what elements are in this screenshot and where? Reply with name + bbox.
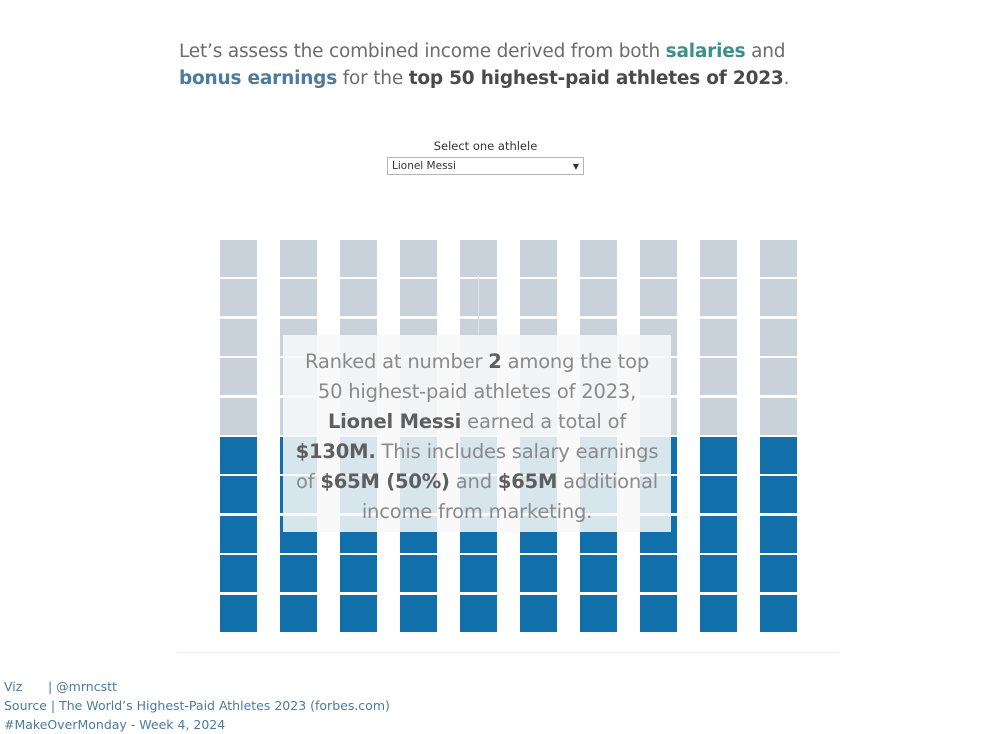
headline-intro: Let’s assess the combined income derived… xyxy=(179,41,666,62)
footer-handle[interactable]: | @mrncstt xyxy=(48,679,117,694)
summary-rank: 2 xyxy=(488,350,502,373)
waffle-cell-salary xyxy=(520,555,557,592)
waffle-cell-bonus xyxy=(520,279,557,316)
summary-salary: $65M (50%) xyxy=(320,470,450,493)
waffle-cell-salary xyxy=(340,555,377,592)
summary-total: $130M. xyxy=(295,440,376,463)
waffle-cell-salary xyxy=(460,555,497,592)
headline: Let’s assess the combined income derived… xyxy=(179,38,839,92)
waffle-cell-bonus xyxy=(580,279,617,316)
headline-bonus-earnings: bonus earnings xyxy=(179,68,338,89)
summary-text: among the top 50 highest-paid athletes o… xyxy=(317,350,650,403)
waffle-cell-salary xyxy=(280,595,317,632)
waffle-cell-salary xyxy=(700,595,737,632)
summary-text: earned a total of xyxy=(461,410,627,433)
footer-viz-label: Viz xyxy=(4,679,23,694)
waffle-cell-salary xyxy=(340,595,377,632)
athlete-selector: Select one athlele Lionel Messi ▼ xyxy=(387,139,584,175)
waffle-cell-bonus xyxy=(760,279,797,316)
waffle-cell-salary xyxy=(700,555,737,592)
footer-tag: #MakeOverMonday - Week 4, 2024 xyxy=(4,717,226,732)
waffle-cell-bonus xyxy=(460,240,497,277)
waffle-cell-bonus xyxy=(220,398,257,435)
summary-athlete: Lionel Messi xyxy=(327,410,462,433)
waffle-cell-salary xyxy=(760,516,797,553)
summary-marketing: $65M xyxy=(497,470,558,493)
waffle-cell-salary xyxy=(640,595,677,632)
summary-overlay: Ranked at number 2 among the top 50 high… xyxy=(283,335,671,532)
footer-divider xyxy=(178,652,838,653)
waffle-cell-salary xyxy=(760,437,797,474)
waffle-cell-bonus xyxy=(700,279,737,316)
summary-text: and xyxy=(449,470,498,493)
headline-for-the: for the xyxy=(337,68,409,89)
waffle-cell-bonus xyxy=(580,240,617,277)
waffle-cell-bonus xyxy=(280,279,317,316)
waffle-cell-salary xyxy=(700,476,737,513)
waffle-cell-bonus xyxy=(700,358,737,395)
summary-text: This includes salary earnings of xyxy=(295,440,659,493)
waffle-cell-salary xyxy=(280,555,317,592)
footer-source[interactable]: Source | The World’s Highest-Paid Athlet… xyxy=(4,698,390,713)
waffle-cell-bonus xyxy=(280,240,317,277)
waffle-cell-bonus xyxy=(400,240,437,277)
headline-and: and xyxy=(745,41,786,62)
waffle-cell-salary xyxy=(700,437,737,474)
waffle-cell-bonus xyxy=(520,240,557,277)
headline-emphasis: top 50 highest-paid athletes of 2023 xyxy=(408,68,784,89)
summary-text: Ranked at number xyxy=(304,350,489,373)
waffle-cell-bonus xyxy=(700,240,737,277)
headline-salaries: salaries xyxy=(665,41,746,62)
waffle-cell-salary xyxy=(220,437,257,474)
waffle-cell-salary xyxy=(700,516,737,553)
waffle-cell-bonus xyxy=(220,358,257,395)
waffle-cell-salary xyxy=(760,476,797,513)
dropdown-arrow-icon[interactable]: ▼ xyxy=(572,161,579,171)
headline-end: . xyxy=(783,68,790,89)
waffle-cell-salary xyxy=(220,595,257,632)
waffle-cell-salary xyxy=(220,476,257,513)
waffle-cell-salary xyxy=(760,555,797,592)
waffle-cell-salary xyxy=(640,555,677,592)
waffle-cell-salary xyxy=(760,595,797,632)
waffle-cell-salary xyxy=(400,555,437,592)
athlete-dropdown[interactable]: Lionel Messi ▼ xyxy=(387,157,584,175)
waffle-cell-bonus xyxy=(640,279,677,316)
waffle-cell-bonus xyxy=(760,398,797,435)
waffle-cell-salary xyxy=(400,595,437,632)
summary-text: additional income from marketing. xyxy=(361,470,659,523)
footer: Viz | @mrncstt Source | The World’s Highe… xyxy=(4,677,390,734)
waffle-cell-salary xyxy=(220,516,257,553)
waffle-cell-bonus xyxy=(760,319,797,356)
footer-credit: Viz | @mrncstt xyxy=(4,677,390,696)
waffle-cell-salary xyxy=(580,595,617,632)
waffle-cell-bonus xyxy=(700,398,737,435)
waffle-cell-bonus xyxy=(700,319,737,356)
waffle-cell-bonus xyxy=(640,240,677,277)
waffle-cell-bonus xyxy=(340,279,377,316)
waffle-cell-salary xyxy=(220,555,257,592)
waffle-cell-bonus xyxy=(400,279,437,316)
waffle-cell-bonus xyxy=(220,279,257,316)
waffle-cell-salary xyxy=(520,595,557,632)
waffle-cell-bonus xyxy=(220,319,257,356)
athlete-dropdown-value: Lionel Messi xyxy=(392,160,456,172)
waffle-cell-salary xyxy=(460,595,497,632)
waffle-cell-bonus xyxy=(760,240,797,277)
reference-line xyxy=(478,275,479,355)
waffle-cell-bonus xyxy=(220,240,257,277)
waffle-cell-salary xyxy=(580,555,617,592)
athlete-selector-label: Select one athlele xyxy=(433,139,538,153)
waffle-cell-bonus xyxy=(760,358,797,395)
waffle-cell-bonus xyxy=(340,240,377,277)
